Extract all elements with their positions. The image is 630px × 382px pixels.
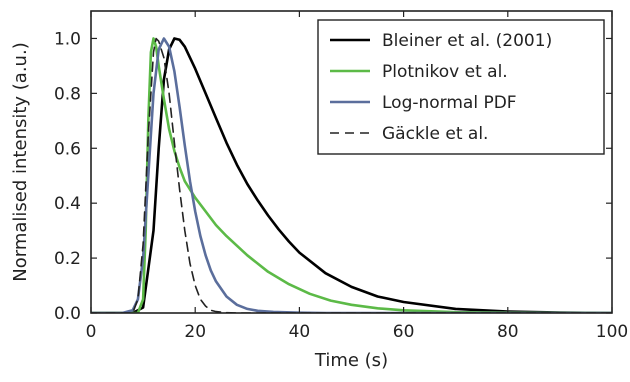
plot-lines xyxy=(91,37,612,313)
x-tick-label: 0 xyxy=(86,322,97,342)
legend-label-2: Plotnikov et al. xyxy=(382,62,508,82)
y-tick-label: 0.0 xyxy=(54,304,81,324)
plot-frame xyxy=(90,10,613,314)
series-line-4 xyxy=(91,37,612,313)
x-tick-label: 100 xyxy=(596,322,628,342)
y-tick-label: 0.2 xyxy=(54,249,81,269)
ticks: 0 20 40 60 80 100 0.0 0.2 0.4 0.6 0.8 1.0 xyxy=(54,11,628,342)
y-tick-label: 0.8 xyxy=(54,84,81,104)
series-line-3 xyxy=(91,37,612,313)
y-tick-label: 0.6 xyxy=(54,139,81,159)
legend-box xyxy=(317,19,605,155)
x-tick-label: 20 xyxy=(184,322,206,342)
x-tick-label: 60 xyxy=(393,322,415,342)
x-tick-label: 40 xyxy=(289,322,311,342)
y-axis-label: Normalised intensity (a.u.) xyxy=(10,42,31,281)
legend: Bleiner et al. (2001) Plotnikov et al. Log… xyxy=(317,19,605,155)
y-tick-label: 0.4 xyxy=(54,194,81,214)
y-tick-label: 1.0 xyxy=(54,29,81,49)
legend-label-4: Gäckle et al. xyxy=(382,124,488,144)
x-axis-label: Time (s) xyxy=(314,350,388,371)
x-tick-label: 80 xyxy=(497,322,519,342)
series-line-2 xyxy=(91,37,612,313)
legend-label-1: Bleiner et al. (2001) xyxy=(382,31,552,51)
legend-label-3: Log-normal PDF xyxy=(382,93,517,113)
